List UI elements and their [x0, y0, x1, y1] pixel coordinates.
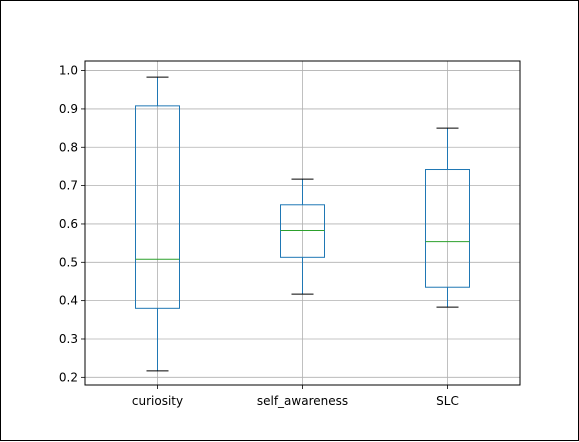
y-tick-label: 1.0 [59, 64, 78, 78]
y-tick-label: 0.3 [59, 332, 78, 346]
y-tick-label: 0.8 [59, 140, 78, 154]
box-SLC [425, 127, 470, 308]
boxes [135, 76, 470, 372]
x-tick-label: SLC [436, 394, 459, 408]
y-tick-label: 0.9 [59, 102, 78, 116]
box-curiosity [135, 76, 180, 372]
y-tick-label: 0.2 [59, 370, 78, 384]
box-self_awareness [280, 178, 325, 295]
x-tick-label: self_awareness [257, 394, 348, 408]
axis-ticks: 0.2 0.3 0.4 0.5 0.6 0.7 0.8 0.9 1.0 curiosity self… [59, 64, 459, 408]
grid-lines [85, 61, 520, 385]
y-tick-label: 0.4 [59, 294, 78, 308]
y-tick-label: 0.6 [59, 217, 78, 231]
y-tick-label: 0.7 [59, 179, 78, 193]
y-tick-label: 0.5 [59, 255, 78, 269]
x-tick-label: curiosity [132, 394, 183, 408]
